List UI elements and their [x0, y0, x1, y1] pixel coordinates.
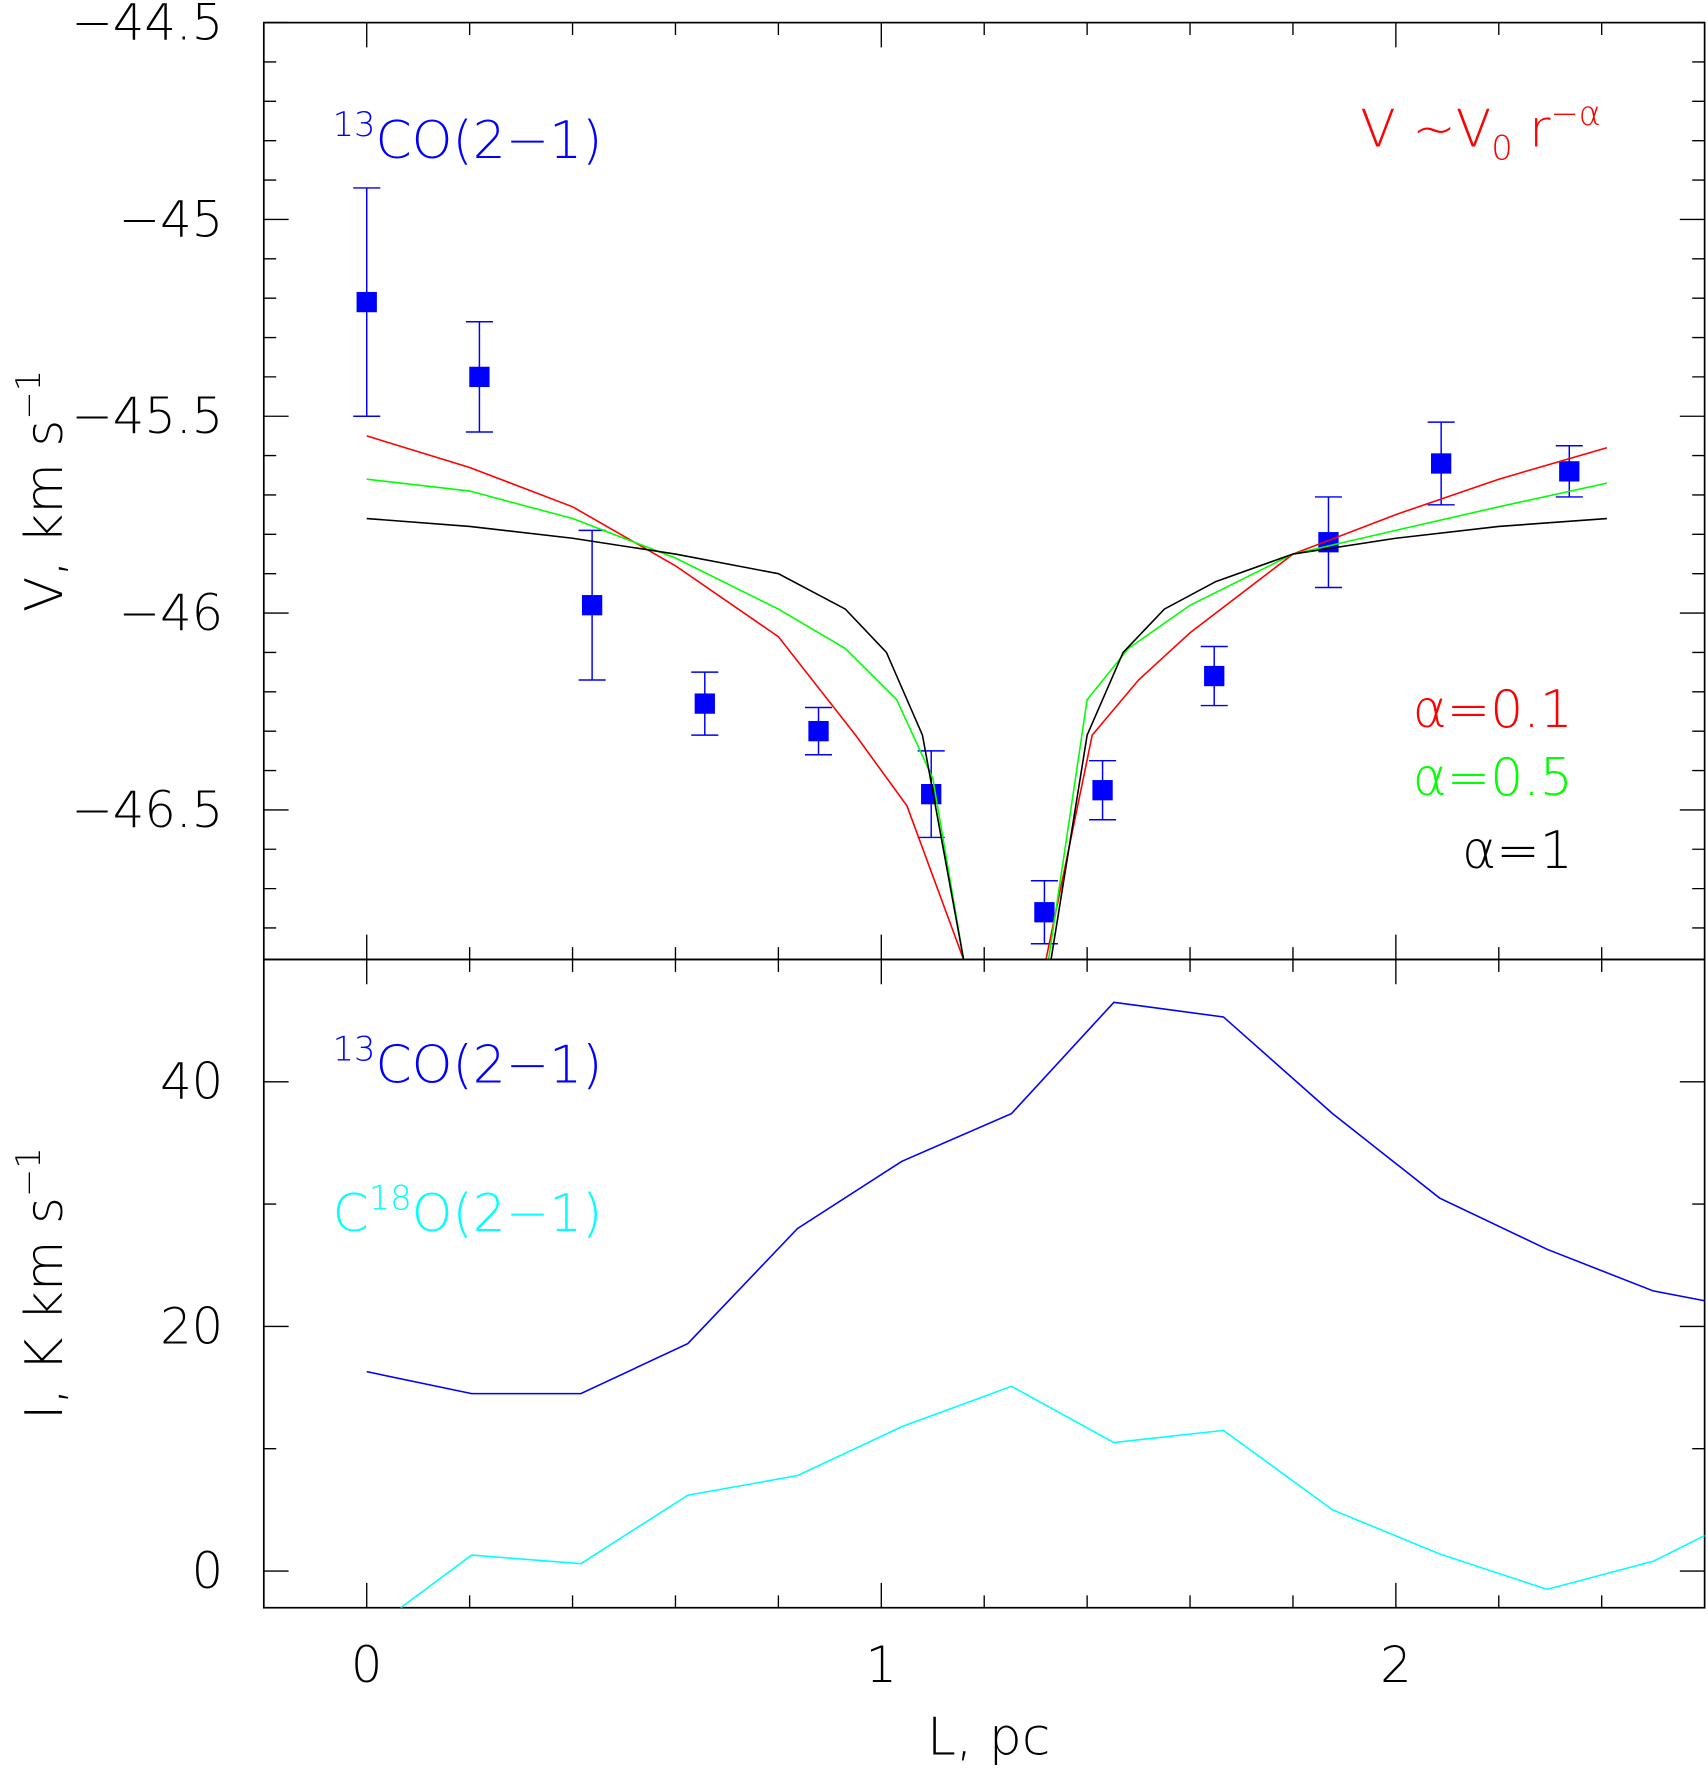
- superscript: −α: [1550, 94, 1600, 133]
- marker: [1204, 665, 1225, 687]
- line: [366, 435, 1608, 960]
- y-tick-label: 0: [192, 1542, 224, 1600]
- label-text: CO(2−1): [375, 111, 602, 171]
- marker: [469, 366, 490, 388]
- series-label: 13CO(2−1): [333, 1030, 603, 1096]
- y-tick-label: −46.5: [71, 781, 223, 839]
- marker: [1431, 453, 1452, 474]
- y-tick-label: 20: [160, 1297, 223, 1355]
- superscript: −1: [9, 370, 48, 420]
- series-label: C18O(2−1): [333, 1178, 603, 1244]
- label-text: V ~V: [1360, 100, 1491, 160]
- annotation: V ~V0 r−α: [1360, 94, 1601, 168]
- marker: [1092, 780, 1113, 801]
- y-tick-label: 40: [160, 1053, 223, 1111]
- superscript: −1: [9, 1147, 48, 1197]
- y-axis-label: I, K km s−1: [9, 1147, 75, 1419]
- label-text: CO(2−1): [375, 1035, 602, 1095]
- line: [366, 478, 1608, 960]
- x-tick-label: 1: [866, 1636, 898, 1694]
- superscript: 18: [369, 1178, 412, 1217]
- x-axis-label: L, pc: [927, 1707, 1050, 1767]
- line: [400, 1385, 1705, 1608]
- line: [366, 1001, 1705, 1395]
- marker: [694, 693, 715, 714]
- marker: [1559, 461, 1580, 482]
- label-text: I, K km s: [15, 1197, 75, 1420]
- superscript: 13: [333, 1030, 376, 1069]
- y-axis-label: V, km s−1: [9, 370, 75, 612]
- series-label: 13CO(2−1): [333, 105, 603, 171]
- series-label: α=0.1: [1413, 680, 1573, 740]
- subscript: 0: [1491, 129, 1512, 168]
- label-text: α=1: [1462, 821, 1573, 881]
- marker: [1034, 902, 1055, 923]
- label-text: α=0.5: [1413, 748, 1573, 808]
- y-tick-label: −45: [119, 190, 224, 248]
- x-tick-label: 2: [1380, 1636, 1412, 1694]
- superscript: 13: [333, 105, 376, 144]
- series-label: α=1: [1462, 821, 1573, 881]
- y-tick-label: −44.5: [71, 0, 223, 52]
- label-text: V, km s: [15, 420, 75, 612]
- y-tick-label: −45.5: [71, 387, 223, 445]
- label-text: r: [1513, 100, 1551, 160]
- marker: [808, 721, 829, 742]
- x-tick-label: 0: [351, 1636, 383, 1694]
- marker: [581, 595, 603, 616]
- label-text: O(2−1): [412, 1184, 603, 1244]
- line: [366, 517, 1607, 960]
- marker: [356, 291, 377, 313]
- series-label: α=0.5: [1413, 748, 1573, 808]
- y-tick-label: −46: [119, 584, 224, 642]
- label-text: C: [333, 1184, 369, 1244]
- label-text: α=0.1: [1413, 680, 1573, 740]
